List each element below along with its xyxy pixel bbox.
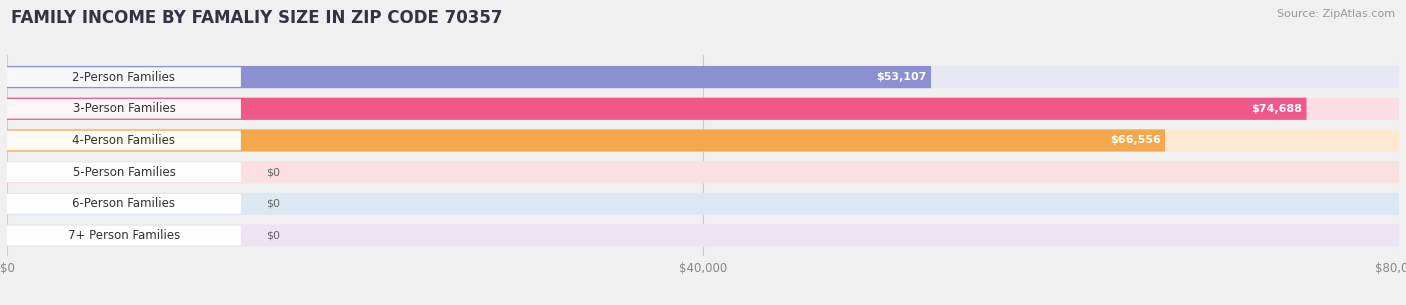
Text: 5-Person Families: 5-Person Families [73,166,176,179]
FancyBboxPatch shape [7,129,1166,152]
FancyBboxPatch shape [7,224,1399,247]
FancyBboxPatch shape [7,226,240,246]
Text: $74,688: $74,688 [1251,104,1302,114]
FancyBboxPatch shape [7,193,1399,215]
Text: $0: $0 [266,231,280,241]
FancyBboxPatch shape [7,67,240,87]
FancyBboxPatch shape [7,99,240,119]
Text: $53,107: $53,107 [876,72,927,82]
FancyBboxPatch shape [7,66,1399,88]
FancyBboxPatch shape [7,162,240,182]
Text: 3-Person Families: 3-Person Families [73,102,176,115]
Text: $0: $0 [266,199,280,209]
Text: 2-Person Families: 2-Person Families [73,70,176,84]
FancyBboxPatch shape [7,66,931,88]
Text: $0: $0 [266,167,280,177]
Text: Source: ZipAtlas.com: Source: ZipAtlas.com [1277,9,1395,19]
FancyBboxPatch shape [7,98,1399,120]
FancyBboxPatch shape [7,161,1399,183]
Text: $66,556: $66,556 [1109,135,1161,145]
Text: FAMILY INCOME BY FAMALIY SIZE IN ZIP CODE 70357: FAMILY INCOME BY FAMALIY SIZE IN ZIP COD… [11,9,503,27]
FancyBboxPatch shape [7,129,1399,152]
FancyBboxPatch shape [7,98,1306,120]
FancyBboxPatch shape [7,131,240,150]
Text: 6-Person Families: 6-Person Families [73,197,176,210]
Text: 7+ Person Families: 7+ Person Families [67,229,180,242]
FancyBboxPatch shape [7,194,240,214]
Text: 4-Person Families: 4-Person Families [73,134,176,147]
